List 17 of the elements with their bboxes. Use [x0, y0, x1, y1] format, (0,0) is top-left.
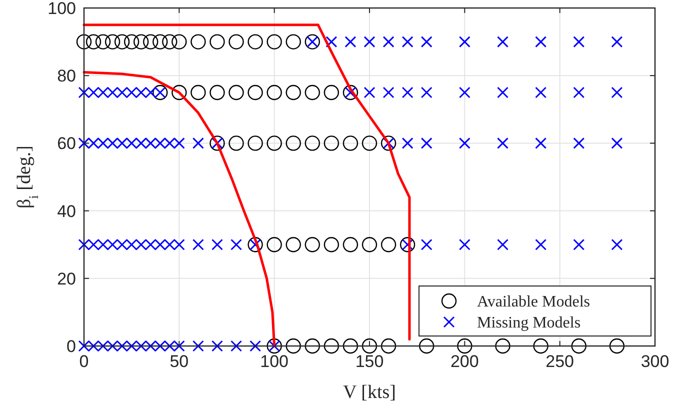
legend-label: Available Models	[477, 294, 590, 311]
legend-label: Missing Models	[477, 314, 581, 332]
x-tick-label: 150	[355, 352, 384, 371]
x-tick-label: 0	[79, 352, 89, 371]
line-series	[82, 24, 411, 340]
y-tick-label: 80	[57, 66, 76, 86]
x-tick-label: 250	[546, 352, 574, 371]
y-tick-label: 60	[57, 134, 76, 154]
x-tick-label: 200	[450, 352, 479, 371]
y-tick-label: 40	[57, 202, 76, 221]
x-tick-label: 50	[170, 352, 189, 371]
y-tick-label: 100	[48, 0, 76, 18]
y-tick-label: 20	[57, 269, 76, 288]
x-tick-label: 100	[260, 352, 289, 371]
y-tick-label: 0	[66, 336, 76, 356]
x-tick-label: 300	[640, 352, 670, 371]
x-axis-title: V [kts]	[343, 382, 396, 403]
